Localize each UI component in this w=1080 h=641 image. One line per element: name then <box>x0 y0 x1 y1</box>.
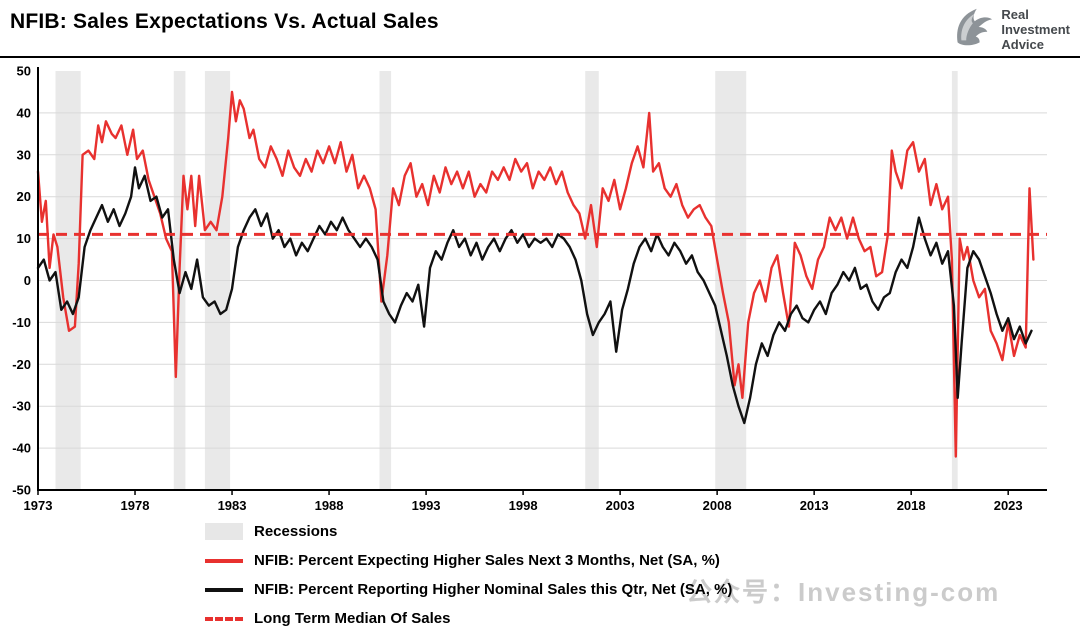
logo-line-1: Real <box>1001 7 1029 22</box>
svg-text:1988: 1988 <box>315 498 344 513</box>
svg-text:-50: -50 <box>12 483 31 498</box>
svg-text:1973: 1973 <box>24 498 53 513</box>
svg-text:-30: -30 <box>12 399 31 414</box>
svg-text:40: 40 <box>17 105 31 120</box>
svg-text:2023: 2023 <box>994 498 1023 513</box>
median-dash-swatch <box>205 616 243 621</box>
legend-label-recessions: Recessions <box>254 523 338 540</box>
legend-label-actual: NFIB: Percent Reporting Higher Nominal S… <box>254 581 733 598</box>
svg-text:20: 20 <box>17 189 31 204</box>
svg-text:2013: 2013 <box>800 498 829 513</box>
svg-text:10: 10 <box>17 231 31 246</box>
legend-item-median: Long Term Median Of Sales <box>205 604 732 633</box>
legend-item-recessions: Recessions <box>205 517 732 546</box>
legend: Recessions NFIB: Percent Expecting Highe… <box>205 517 732 633</box>
ria-logo: Real Investment Advice <box>948 4 1070 55</box>
svg-text:-10: -10 <box>12 315 31 330</box>
legend-item-actual: NFIB: Percent Reporting Higher Nominal S… <box>205 575 732 604</box>
svg-text:-20: -20 <box>12 357 31 372</box>
logo-line-3: Advice <box>1001 37 1044 52</box>
svg-text:2018: 2018 <box>897 498 926 513</box>
watermark: 公众号：Investing-com <box>686 577 1001 607</box>
recession-swatch <box>205 523 243 540</box>
svg-text:2008: 2008 <box>703 498 732 513</box>
svg-text:-40: -40 <box>12 441 31 456</box>
expectations-line-swatch <box>205 558 243 563</box>
title-underline <box>0 56 1080 58</box>
svg-text:1998: 1998 <box>509 498 538 513</box>
svg-text:1993: 1993 <box>412 498 441 513</box>
svg-text:1978: 1978 <box>121 498 150 513</box>
svg-text:2003: 2003 <box>606 498 635 513</box>
svg-text:1983: 1983 <box>218 498 247 513</box>
logo-text: Real Investment Advice <box>1001 7 1070 52</box>
legend-label-median: Long Term Median Of Sales <box>254 610 451 627</box>
page-title: NFIB: Sales Expectations Vs. Actual Sale… <box>10 10 439 33</box>
chart-area: 50 40 30 20 10 0 -10 -20 -30 -40 -50 1973 1978 1983 19… <box>0 60 1080 515</box>
svg-text:30: 30 <box>17 147 31 162</box>
eagle-icon <box>948 4 994 55</box>
svg-text:50: 50 <box>17 64 31 79</box>
actual-line-swatch <box>205 587 243 592</box>
legend-item-expectations: NFIB: Percent Expecting Higher Sales Nex… <box>205 546 732 575</box>
svg-text:0: 0 <box>24 273 31 288</box>
legend-label-expectations: NFIB: Percent Expecting Higher Sales Nex… <box>254 552 720 569</box>
logo-line-2: Investment <box>1001 22 1070 37</box>
